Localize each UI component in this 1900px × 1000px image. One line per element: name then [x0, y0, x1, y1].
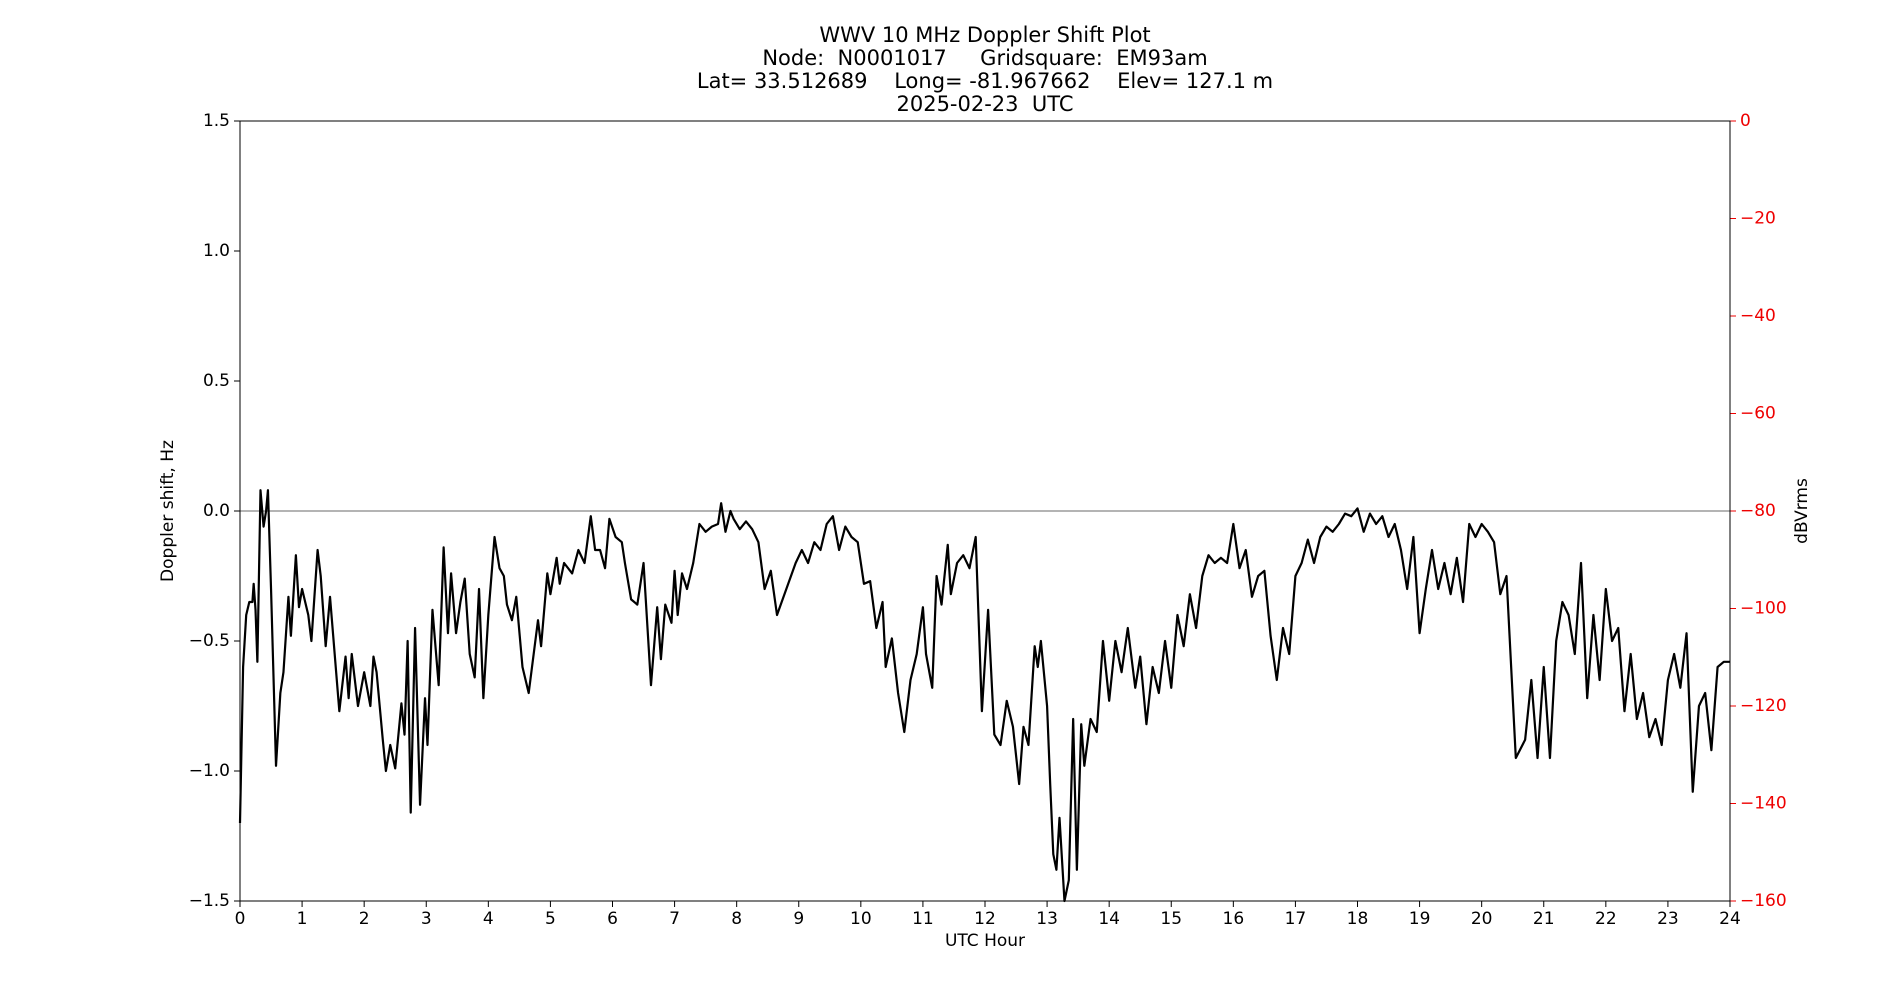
x-tick-label: 16 — [1223, 909, 1245, 929]
x-tick-label: 9 — [793, 909, 804, 929]
x-tick-label: 11 — [912, 909, 934, 929]
y-tick-label: −1.0 — [189, 761, 230, 781]
y2-tick-label: −60 — [1740, 404, 1776, 424]
chart-title: 2025-02-23 UTC — [896, 92, 1073, 116]
y2-tick-label: −120 — [1740, 696, 1787, 716]
y2-tick-label: −40 — [1740, 306, 1776, 326]
x-tick-label: 7 — [669, 909, 680, 929]
x-tick-label: 0 — [235, 909, 246, 929]
x-tick-label: 10 — [850, 909, 872, 929]
x-tick-label: 19 — [1409, 909, 1431, 929]
x-tick-label: 3 — [421, 909, 432, 929]
y-tick-label: 0.5 — [203, 371, 230, 391]
y2-tick-label: −20 — [1740, 209, 1776, 229]
x-tick-label: 1 — [297, 909, 308, 929]
x-tick-label: 15 — [1160, 909, 1182, 929]
chart-title: Lat= 33.512689 Long= -81.967662 Elev= 12… — [697, 69, 1273, 93]
x-tick-label: 4 — [483, 909, 494, 929]
x-tick-label: 6 — [607, 909, 618, 929]
y-tick-label: 1.5 — [203, 111, 230, 131]
y-tick-label: −0.5 — [189, 631, 230, 651]
x-tick-label: 8 — [731, 909, 742, 929]
y-tick-label: 0.0 — [203, 501, 230, 521]
x-tick-label: 21 — [1533, 909, 1555, 929]
y2-tick-label: −140 — [1740, 794, 1787, 814]
x-tick-label: 5 — [545, 909, 556, 929]
x-tick-label: 24 — [1719, 909, 1741, 929]
y2-tick-label: −160 — [1740, 891, 1787, 911]
x-axis-label: UTC Hour — [945, 931, 1025, 951]
y2-tick-label: −80 — [1740, 501, 1776, 521]
x-tick-label: 12 — [974, 909, 996, 929]
y-tick-label: −1.5 — [189, 891, 230, 911]
x-tick-label: 13 — [1036, 909, 1058, 929]
y2-tick-label: 0 — [1740, 111, 1751, 131]
chart-title: WWV 10 MHz Doppler Shift Plot — [819, 23, 1150, 47]
plot-frame — [239, 120, 1731, 902]
x-tick-label: 2 — [359, 909, 370, 929]
x-tick-label: 18 — [1347, 909, 1369, 929]
chart-title: Node: N0001017 Gridsquare: EM93am — [762, 46, 1207, 70]
x-tick-label: 20 — [1471, 909, 1493, 929]
x-tick-label: 14 — [1098, 909, 1120, 929]
y2-tick-label: −100 — [1740, 599, 1787, 619]
x-tick-label: 22 — [1595, 909, 1617, 929]
y-axis-label: Doppler shift, Hz — [158, 440, 178, 582]
x-tick-label: 23 — [1657, 909, 1679, 929]
data-line — [238, 489, 1730, 903]
y2-axis-label: dBVrms — [1792, 478, 1812, 544]
y-tick-label: 1.0 — [203, 241, 230, 261]
x-tick-label: 17 — [1285, 909, 1307, 929]
